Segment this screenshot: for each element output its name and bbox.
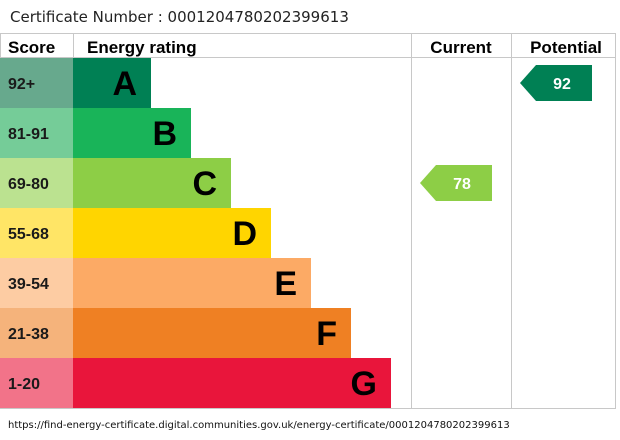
rating-letter-f: F bbox=[316, 315, 337, 353]
score-label-d: 55-68 bbox=[8, 226, 49, 243]
rating-letter-b: B bbox=[152, 115, 177, 153]
current-column-header: Current bbox=[430, 38, 492, 57]
certificate-number-value: 0001204780202399613 bbox=[167, 8, 349, 26]
energy-rating-column-header: Energy rating bbox=[87, 38, 197, 57]
rating-letter-a: A bbox=[112, 65, 137, 103]
score-label-e: 39-54 bbox=[8, 276, 49, 293]
rating-letter-c: C bbox=[192, 165, 217, 203]
rating-letter-g: G bbox=[351, 365, 377, 403]
score-label-f: 21-38 bbox=[8, 326, 49, 343]
rating-bands: 92+ A 81-91 B 69-80 C 55-68 D 39-54 E 21-38 F 1-20 G bbox=[0, 58, 391, 408]
score-cell-b bbox=[0, 108, 73, 158]
potential-rating-value: 92 bbox=[553, 76, 571, 93]
score-cell-a bbox=[0, 58, 73, 108]
potential-column-header: Potential bbox=[530, 38, 602, 57]
certificate-number-label: Certificate Number : bbox=[10, 8, 168, 26]
score-label-g: 1-20 bbox=[8, 376, 40, 393]
score-cell-e bbox=[0, 258, 73, 308]
potential-rating-arrow bbox=[520, 65, 592, 101]
rating-bar-b bbox=[73, 108, 191, 158]
current-rating-value: 78 bbox=[453, 176, 471, 193]
rating-bar-a bbox=[73, 58, 151, 108]
rating-letter-d: D bbox=[232, 215, 257, 253]
score-cell-c bbox=[0, 158, 73, 208]
rating-bar-e bbox=[73, 258, 311, 308]
current-rating-arrow bbox=[420, 165, 492, 201]
certificate-url: https://find-energy-certificate.digital.… bbox=[8, 420, 510, 431]
score-cell-d bbox=[0, 208, 73, 258]
rating-bar-f bbox=[73, 308, 351, 358]
rating-bar-g bbox=[73, 358, 391, 408]
rating-bar-d bbox=[73, 208, 271, 258]
score-cell-f bbox=[0, 308, 73, 358]
score-label-a: 92+ bbox=[8, 76, 35, 93]
score-label-b: 81-91 bbox=[8, 126, 49, 143]
rating-letter-e: E bbox=[274, 265, 297, 303]
rating-indicators: 78 92 bbox=[420, 65, 592, 201]
score-cell-g bbox=[0, 358, 73, 408]
rating-bar-c bbox=[73, 158, 231, 208]
score-column-header: Score bbox=[8, 38, 55, 57]
certificate-number-line: Certificate Number : 0001204780202399613 bbox=[10, 6, 349, 28]
score-label-c: 69-80 bbox=[8, 176, 49, 193]
